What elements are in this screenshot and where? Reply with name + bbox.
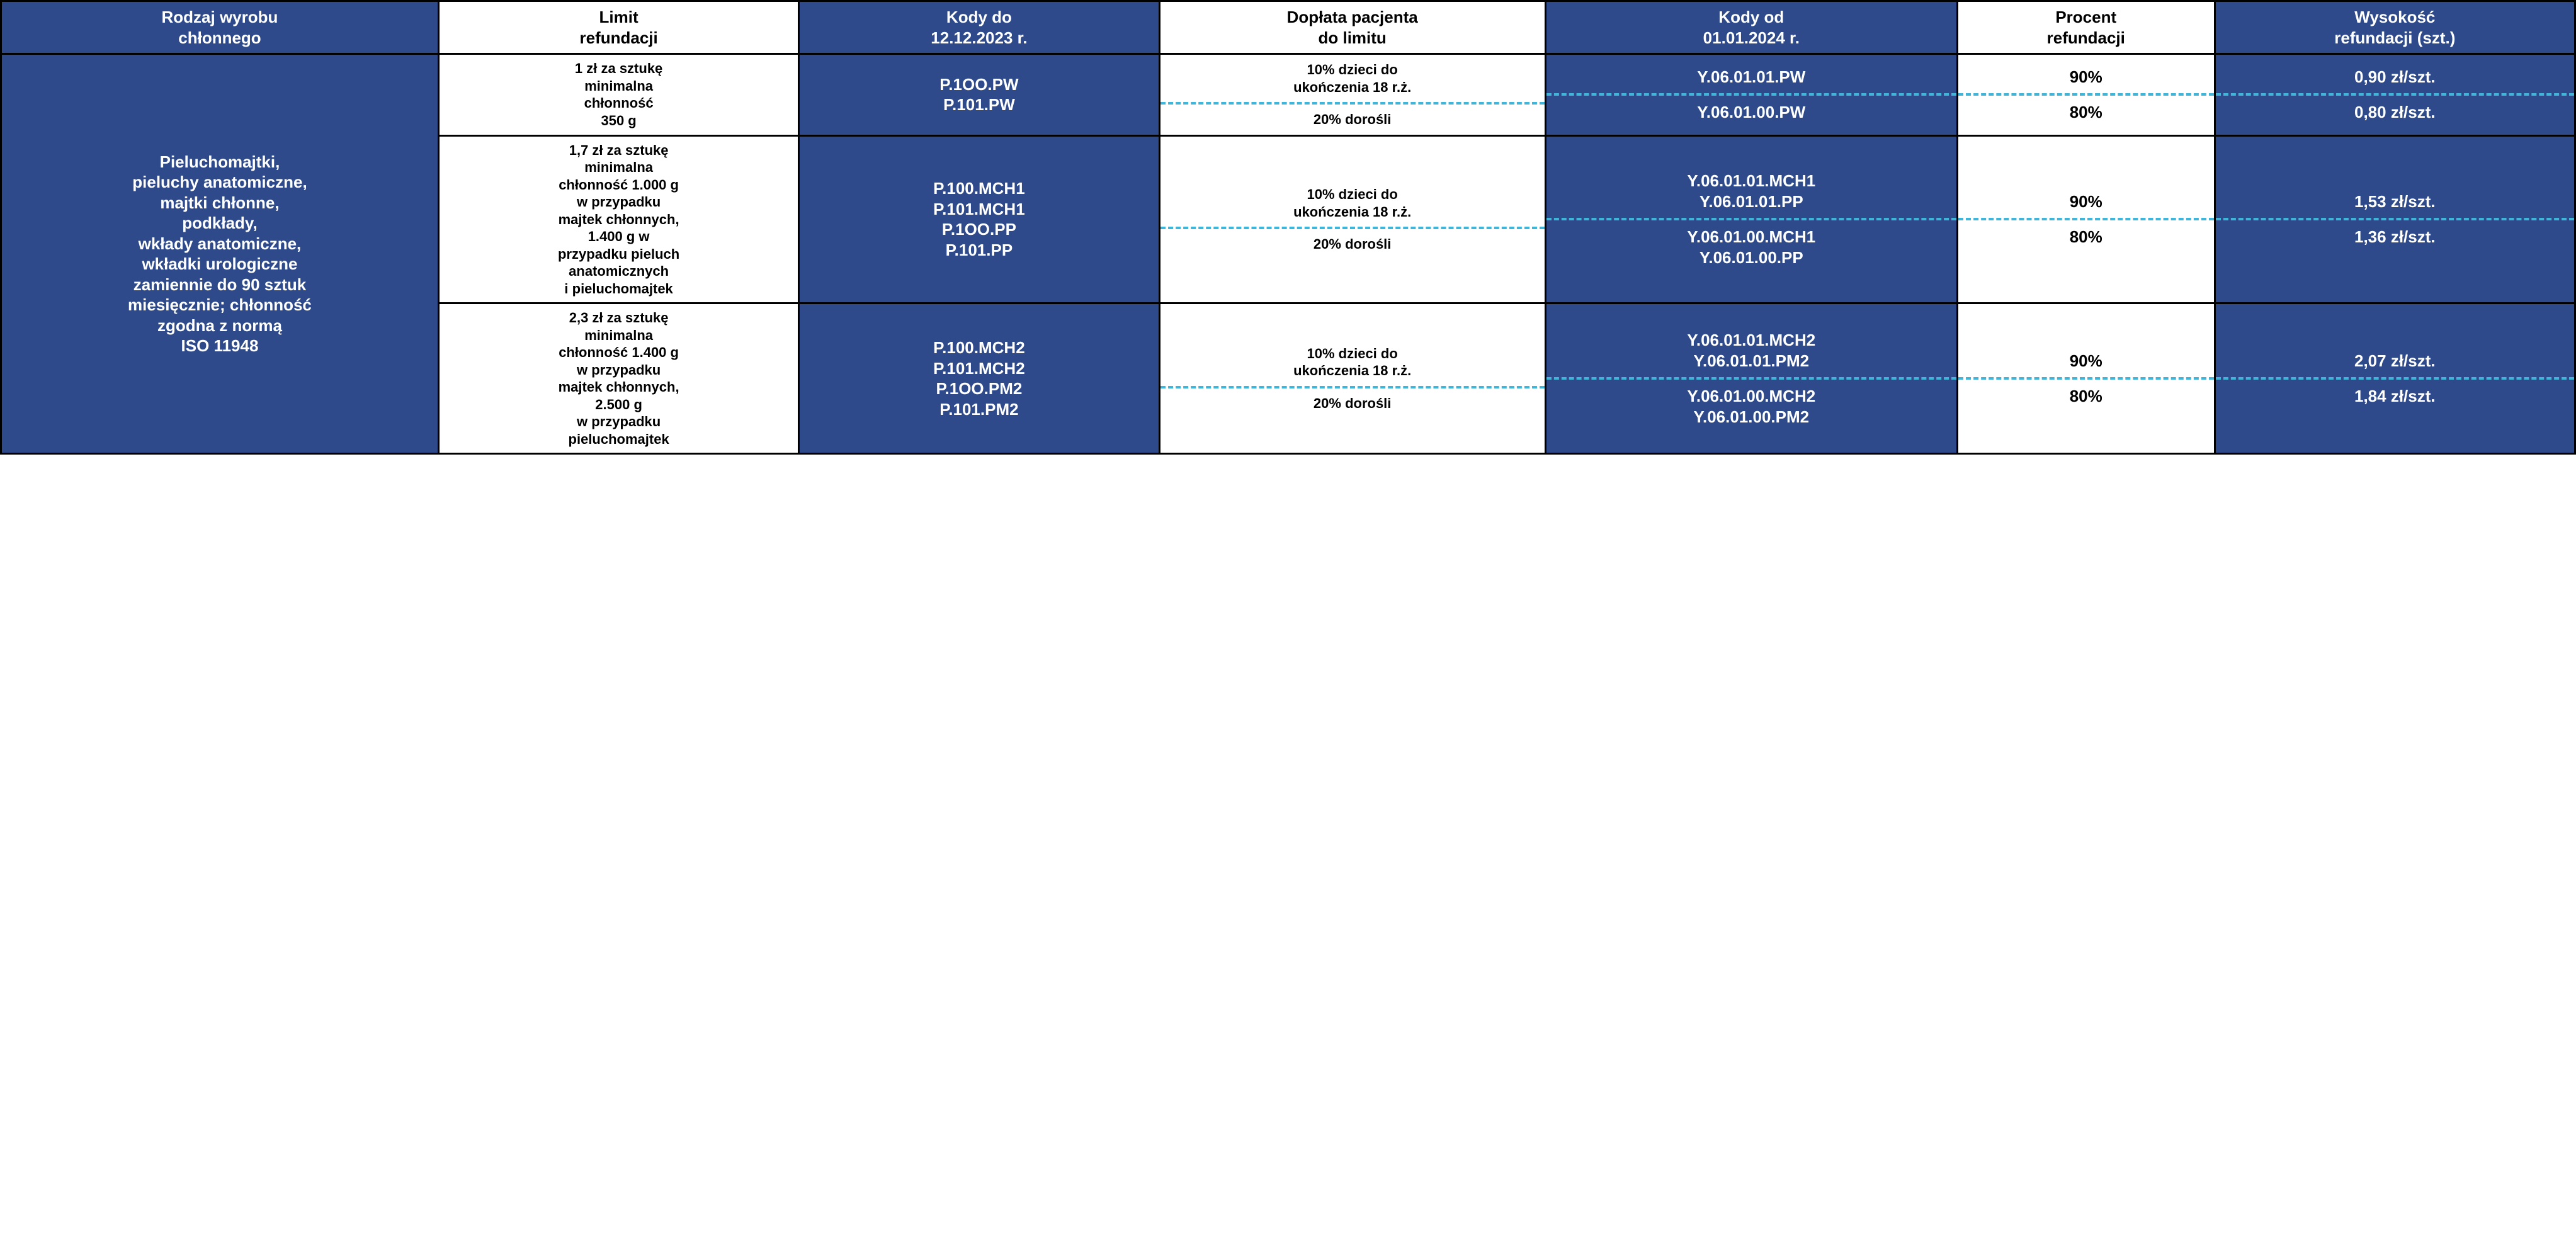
kody-od-cell: Y.06.01.01.MCH2 Y.06.01.01.PM2 Y.06.01.0… (1545, 303, 1957, 454)
col-limit: Limit refundacji (438, 1, 798, 54)
header-row: Rodzaj wyrobu chłonnego Limit refundacji… (1, 1, 2575, 54)
wysokosc-bot: 0,80 zł/szt. (2216, 96, 2574, 129)
limit-cell: 1 zł za sztukę minimalna chłonność 350 g (438, 54, 798, 136)
wysokosc-cell: 1,53 zł/szt. 1,36 zł/szt. (2215, 135, 2575, 303)
wysokosc-top: 1,53 zł/szt. (2216, 185, 2574, 218)
kody-od-cell: Y.06.01.01.MCH1 Y.06.01.01.PP Y.06.01.00… (1545, 135, 1957, 303)
procent-bot: 80% (1958, 96, 2214, 129)
procent-bot: 80% (1958, 380, 2214, 413)
kody-do-cell: P.1OO.PW P.101.PW (799, 54, 1159, 136)
doplata-top: 10% dzieci do ukończenia 18 r.ż. (1160, 339, 1545, 386)
procent-cell: 90% 80% (1957, 54, 2215, 136)
procent-top: 90% (1958, 185, 2214, 218)
doplata-cell: 10% dzieci do ukończenia 18 r.ż. 20% dor… (1159, 135, 1545, 303)
wysokosc-top: 2,07 zł/szt. (2216, 344, 2574, 378)
kody-do-cell: P.100.MCH1 P.101.MCH1 P.1OO.PP P.101.PP (799, 135, 1159, 303)
table-row: Pieluchomajtki, pieluchy anatomiczne, ma… (1, 54, 2575, 136)
wysokosc-bot: 1,84 zł/szt. (2216, 380, 2574, 413)
kody-od-bot: Y.06.01.00.PW (1546, 96, 1956, 129)
doplata-top: 10% dzieci do ukończenia 18 r.ż. (1160, 55, 1545, 102)
kody-od-bot: Y.06.01.00.MCH1 Y.06.01.00.PP (1546, 220, 1956, 274)
table-head: Rodzaj wyrobu chłonnego Limit refundacji… (1, 1, 2575, 54)
procent-cell: 90% 80% (1957, 303, 2215, 454)
doplata-top: 10% dzieci do ukończenia 18 r.ż. (1160, 179, 1545, 227)
wysokosc-top: 0,90 zł/szt. (2216, 60, 2574, 94)
limit-cell: 1,7 zł za sztukę minimalna chłonność 1.0… (438, 135, 798, 303)
doplata-bot: 20% dorośli (1160, 105, 1545, 135)
kody-od-top: Y.06.01.01.MCH2 Y.06.01.01.PM2 (1546, 324, 1956, 377)
col-kody-do: Kody do 12.12.2023 r. (799, 1, 1159, 54)
wysokosc-cell: 0,90 zł/szt. 0,80 zł/szt. (2215, 54, 2575, 136)
procent-cell: 90% 80% (1957, 135, 2215, 303)
kody-od-bot: Y.06.01.00.MCH2 Y.06.01.00.PM2 (1546, 380, 1956, 433)
col-procent: Procent refundacji (1957, 1, 2215, 54)
col-wysokosc: Wysokość refundacji (szt.) (2215, 1, 2575, 54)
kody-od-top: Y.06.01.01.MCH1 Y.06.01.01.PP (1546, 164, 1956, 218)
limit-cell: 2,3 zł za sztukę minimalna chłonność 1.4… (438, 303, 798, 454)
kody-od-top: Y.06.01.01.PW (1546, 60, 1956, 94)
doplata-bot: 20% dorośli (1160, 229, 1545, 259)
col-doplata: Dopłata pacjenta do limitu (1159, 1, 1545, 54)
refund-table: Rodzaj wyrobu chłonnego Limit refundacji… (0, 0, 2576, 455)
wysokosc-cell: 2,07 zł/szt. 1,84 zł/szt. (2215, 303, 2575, 454)
col-rodzaj: Rodzaj wyrobu chłonnego (1, 1, 439, 54)
col-kody-od: Kody od 01.01.2024 r. (1545, 1, 1957, 54)
kody-do-cell: P.100.MCH2 P.101.MCH2 P.1OO.PM2 P.101.PM… (799, 303, 1159, 454)
doplata-cell: 10% dzieci do ukończenia 18 r.ż. 20% dor… (1159, 303, 1545, 454)
doplata-bot: 20% dorośli (1160, 388, 1545, 419)
kody-od-cell: Y.06.01.01.PW Y.06.01.00.PW (1545, 54, 1957, 136)
procent-bot: 80% (1958, 220, 2214, 254)
table-body: Pieluchomajtki, pieluchy anatomiczne, ma… (1, 54, 2575, 454)
procent-top: 90% (1958, 344, 2214, 378)
procent-top: 90% (1958, 60, 2214, 94)
wysokosc-bot: 1,36 zł/szt. (2216, 220, 2574, 254)
rowgroup-label: Pieluchomajtki, pieluchy anatomiczne, ma… (1, 54, 439, 454)
doplata-cell: 10% dzieci do ukończenia 18 r.ż. 20% dor… (1159, 54, 1545, 136)
